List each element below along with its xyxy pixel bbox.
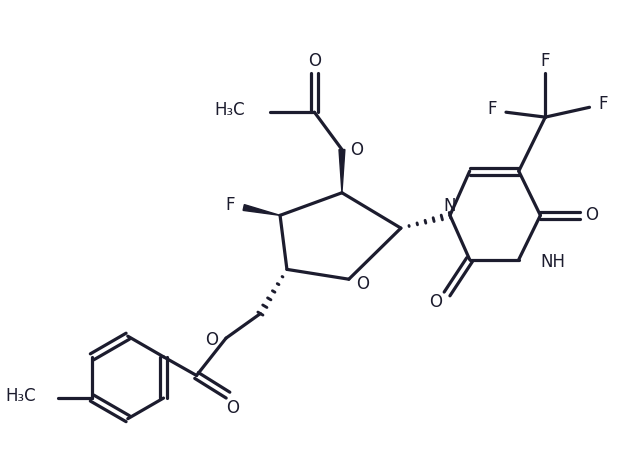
Text: O: O [356,275,369,293]
Text: O: O [350,141,363,158]
Text: N: N [444,196,456,214]
Polygon shape [243,204,280,215]
Text: O: O [429,293,442,311]
Text: O: O [585,206,598,224]
Text: O: O [308,52,321,70]
Text: F: F [225,196,235,213]
Text: F: F [541,52,550,70]
Text: O: O [205,331,218,349]
Polygon shape [339,149,345,193]
Text: F: F [598,95,608,113]
Text: H₃C: H₃C [214,101,244,119]
Text: O: O [227,399,239,417]
Text: NH: NH [540,252,565,271]
Text: F: F [488,100,497,118]
Text: H₃C: H₃C [6,387,36,405]
